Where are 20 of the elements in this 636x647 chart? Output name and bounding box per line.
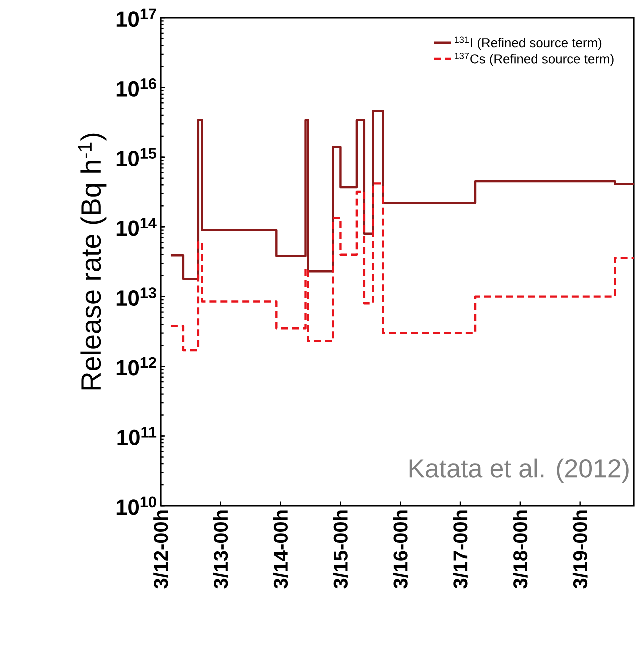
- x-tick-label: 3/15-00h: [333, 510, 348, 589]
- x-tick-label: 3/17-00h: [453, 510, 468, 589]
- annotation: Katata et al. (2012): [410, 458, 629, 483]
- y-tick-label: 10$^{16}$: [116, 78, 156, 97]
- legend-label: $^{131}$I (Refined source term): [455, 36, 602, 50]
- legend-label: $^{137}$Cs (Refined source term): [455, 52, 614, 66]
- x-tick-label: 3/14-00h: [273, 510, 288, 589]
- y-tick-label: 10$^{17}$: [116, 8, 156, 28]
- x-tick-label: 3/19-00h: [572, 510, 588, 589]
- y-tick-label: 10$^{15}$: [116, 148, 157, 167]
- y-axis-title: Release rate (Bq h$^{-1}$): [78, 134, 107, 390]
- x-tick-label: 3/16-00h: [393, 510, 408, 589]
- x-tick-label: 3/13-00h: [213, 510, 228, 589]
- y-tick-label: 10$^{12}$: [116, 357, 156, 376]
- y-tick-label: 10$^{11}$: [118, 427, 157, 446]
- x-tick-label: 3/18-00h: [513, 510, 528, 589]
- x-tick-label: 3/12-00h: [154, 510, 168, 589]
- y-tick-label: 10$^{10}$: [116, 496, 156, 516]
- y-tick-label: 10$^{13}$: [116, 288, 156, 306]
- y-tick-label: 10$^{14}$: [116, 218, 157, 236]
